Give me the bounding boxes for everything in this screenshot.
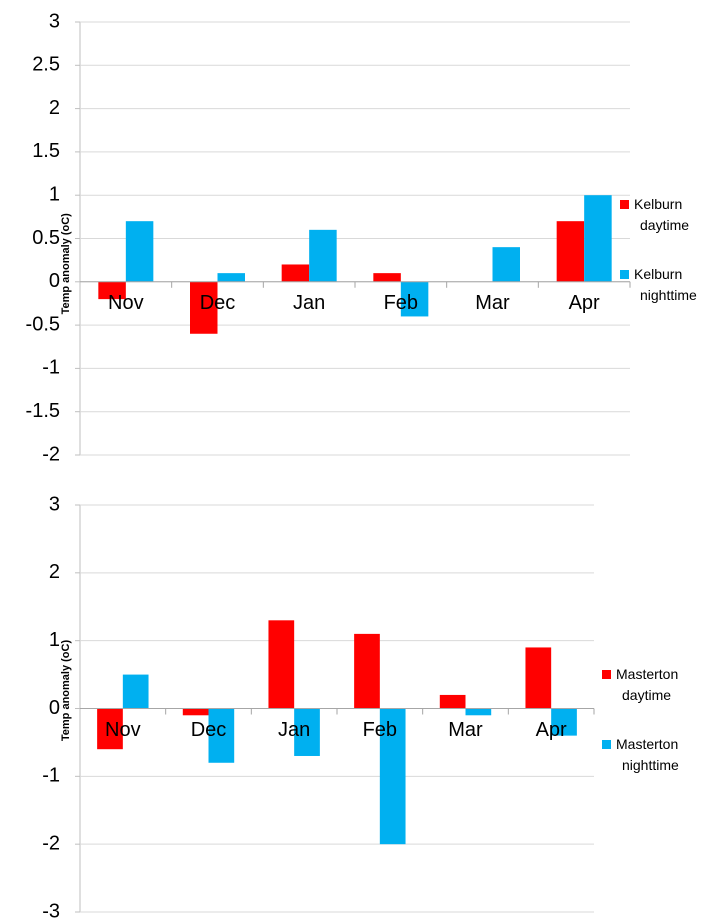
bar xyxy=(551,708,577,736)
bar xyxy=(465,708,492,716)
bar xyxy=(556,221,585,282)
legend-label-line: Masterton xyxy=(616,666,678,682)
y-tick-label: -1 xyxy=(42,765,60,787)
legend-label: Kelburn daytime xyxy=(634,196,689,233)
legend-label-line: daytime xyxy=(622,687,671,703)
x-tick-label: Dec xyxy=(200,292,236,314)
y-tick-label: -3 xyxy=(42,900,60,918)
x-tick-label: Dec xyxy=(191,719,227,741)
y-tick-label: -0.5 xyxy=(26,313,60,335)
y-tick-label: 2.5 xyxy=(32,54,60,76)
bar xyxy=(125,221,154,282)
y-tick-label: 1 xyxy=(49,183,60,205)
y-tick-label: 3 xyxy=(49,493,60,515)
x-tick-label: Nov xyxy=(108,292,144,314)
bar xyxy=(354,633,380,709)
bar xyxy=(379,708,406,845)
y-tick-label: -2 xyxy=(42,832,60,854)
legend-label-line: nighttime xyxy=(640,287,697,303)
y-axis-label: Temp anomaly (oC) xyxy=(60,213,72,315)
y-tick-label: -1 xyxy=(42,357,60,379)
y-tick-label: -2 xyxy=(42,443,60,465)
bar xyxy=(309,229,337,282)
bar xyxy=(122,674,149,709)
legend-label-line: Masterton xyxy=(616,736,678,752)
legend-swatch xyxy=(620,270,629,279)
x-tick-label: Jan xyxy=(293,292,325,314)
bar xyxy=(439,694,466,709)
x-tick-label: Feb xyxy=(363,719,397,741)
y-axis-label: Temp anomaly (oC) xyxy=(60,640,72,742)
legend-label: Masterton daytime xyxy=(616,666,678,703)
y-tick-label: 2 xyxy=(49,97,60,119)
bar xyxy=(268,620,295,709)
x-tick-label: Mar xyxy=(475,292,510,314)
legend-label-line: daytime xyxy=(640,217,689,233)
bar xyxy=(584,195,612,282)
x-tick-label: Jan xyxy=(278,719,310,741)
bar xyxy=(281,264,310,282)
x-tick-label: Apr xyxy=(536,719,567,741)
bar xyxy=(400,281,429,317)
legend-label-line: Kelburn xyxy=(634,266,682,282)
legend-label-line: nighttime xyxy=(622,757,679,773)
y-tick-label: 1 xyxy=(49,629,60,651)
bar xyxy=(208,708,235,763)
x-tick-label: Apr xyxy=(569,292,600,314)
bar xyxy=(98,281,126,300)
y-tick-label: 0 xyxy=(49,697,60,719)
bar xyxy=(190,281,218,334)
legend-label-line: Kelburn xyxy=(634,196,682,212)
bar xyxy=(294,708,320,756)
y-tick-label: 0 xyxy=(49,270,60,292)
legend-label: Kelburn nighttime xyxy=(634,266,697,303)
y-tick-label: 0.5 xyxy=(32,227,60,249)
bar xyxy=(373,273,401,282)
y-tick-label: 3 xyxy=(49,10,60,32)
bar xyxy=(492,247,520,282)
bar xyxy=(217,273,245,282)
bar xyxy=(525,647,552,709)
legend-swatch xyxy=(602,670,611,679)
bar xyxy=(97,708,123,750)
legend-label: Masterton nighttime xyxy=(616,736,679,773)
y-tick-label: 2 xyxy=(49,561,60,583)
x-tick-label: Mar xyxy=(448,719,483,741)
bar xyxy=(182,708,209,716)
x-tick-label: Feb xyxy=(384,292,418,314)
legend-swatch xyxy=(602,740,611,749)
y-tick-label: -1.5 xyxy=(26,400,60,422)
x-tick-label: Nov xyxy=(105,719,141,741)
y-tick-label: 1.5 xyxy=(32,140,60,162)
legend-swatch xyxy=(620,200,629,209)
